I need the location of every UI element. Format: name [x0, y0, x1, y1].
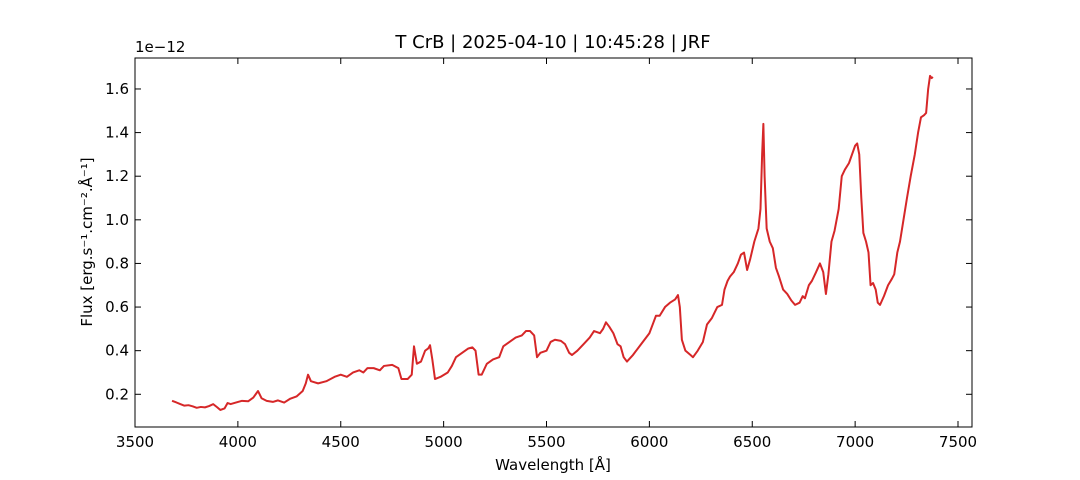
x-tick-label: 4000	[219, 433, 257, 451]
x-tick-label: 7000	[836, 433, 874, 451]
x-tick-label: 6000	[630, 433, 668, 451]
y-tick-label: 1.6	[105, 80, 129, 98]
y-tick-label: 1.4	[105, 124, 129, 142]
x-tick-label: 7500	[939, 433, 977, 451]
y-tick-label: 0.4	[105, 342, 129, 360]
y-tick-label: 1.0	[105, 211, 129, 229]
y-tick-label: 0.2	[105, 385, 129, 403]
y-axis-label: Flux [erg.s⁻¹.cm⁻².Å⁻¹]	[77, 157, 96, 326]
chart-title: T CrB | 2025-04-10 | 10:45:28 | JRF	[394, 32, 710, 53]
y-tick-label: 1.2	[105, 167, 129, 185]
x-tick-label: 4500	[322, 433, 360, 451]
x-tick-label: 3500	[116, 433, 154, 451]
x-tick-label: 5000	[425, 433, 463, 451]
x-axis-label: Wavelength [Å]	[495, 455, 611, 474]
y-offset-label: 1e−12	[135, 38, 185, 56]
plot-frame	[134, 57, 973, 428]
y-tick-label: 0.8	[105, 254, 129, 272]
spectrum-line	[171, 74, 934, 411]
x-tick-label: 5500	[527, 433, 565, 451]
y-tick-label: 0.6	[105, 298, 129, 316]
x-tick-label: 6500	[733, 433, 771, 451]
